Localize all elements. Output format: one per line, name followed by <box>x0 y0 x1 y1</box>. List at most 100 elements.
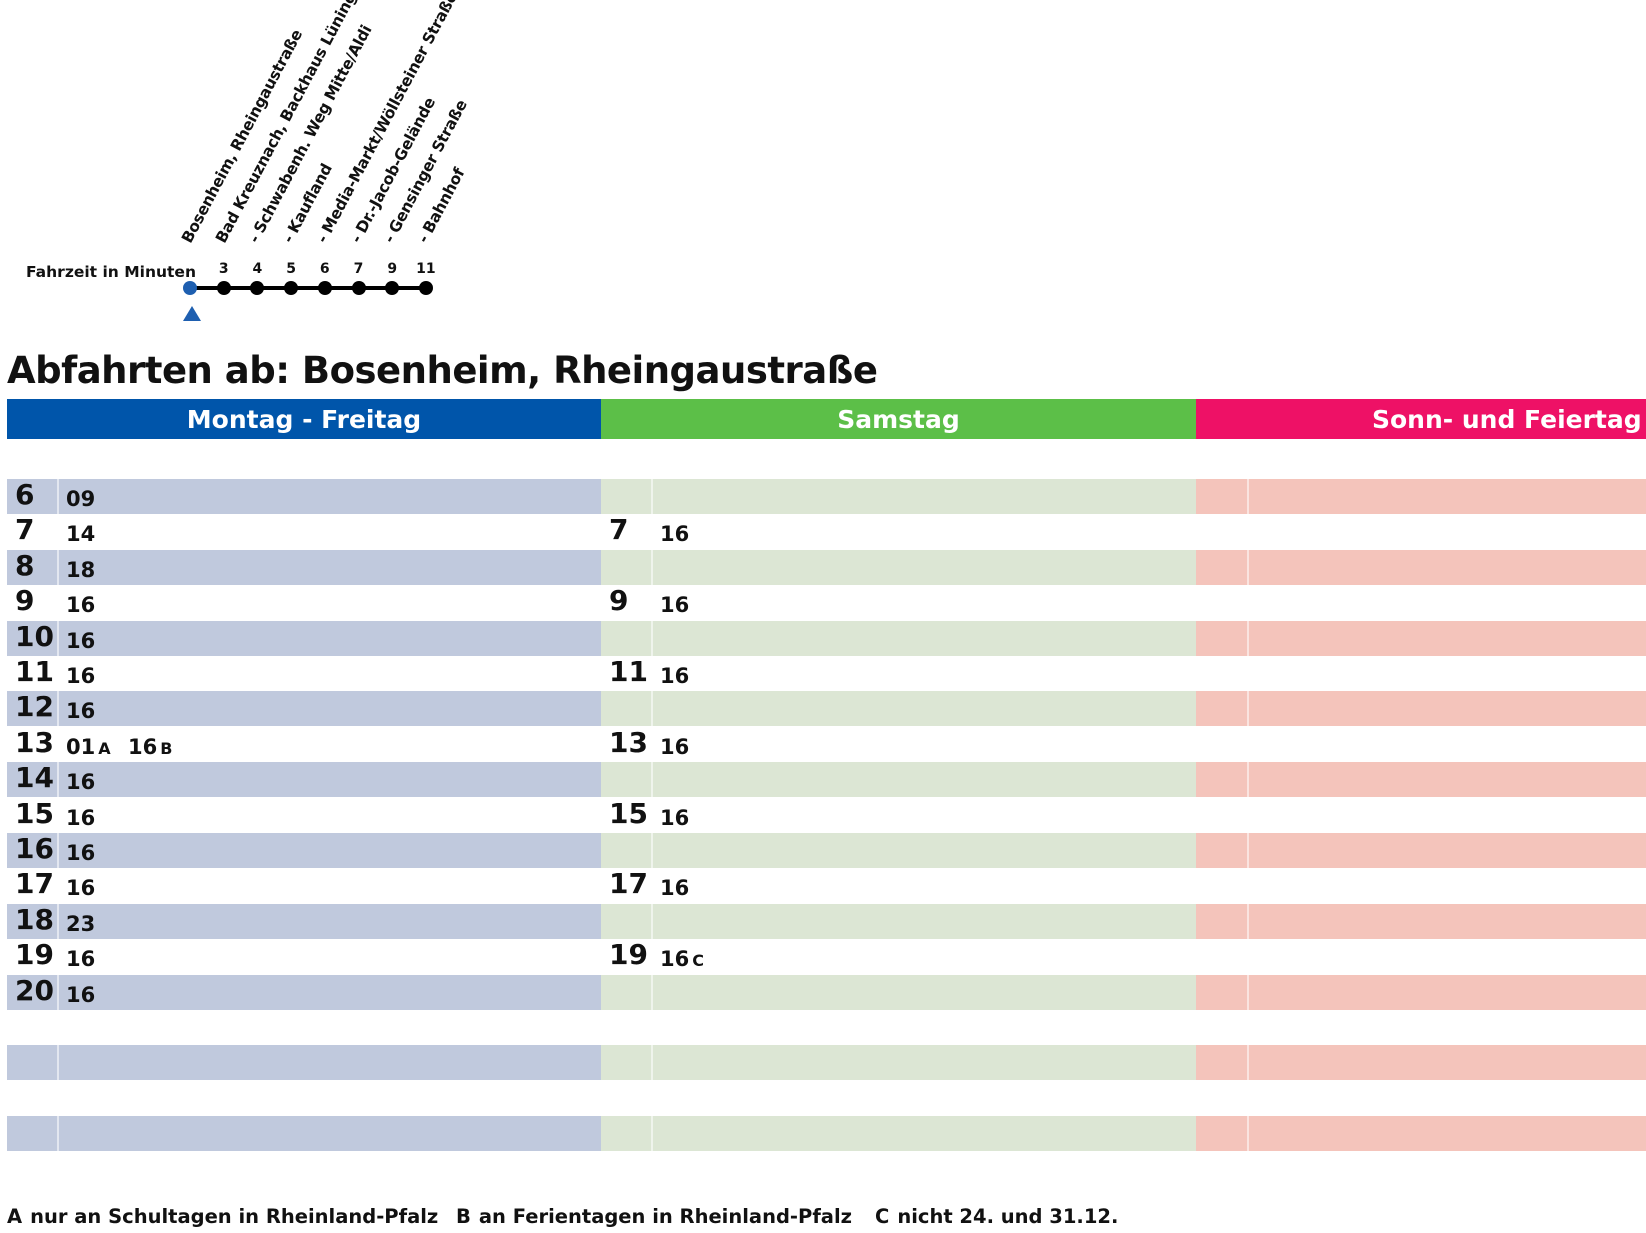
hour-label: 10 <box>15 619 54 653</box>
departure-minute: 16 B <box>128 735 172 761</box>
stop-minutes: 4 <box>252 261 263 277</box>
row-band <box>1196 762 1646 798</box>
footnote-text: an Ferientagen in Rheinland-Pfalz <box>478 1205 852 1228</box>
stop-dot-icon <box>216 281 231 295</box>
minute-value: 16 <box>66 947 96 972</box>
hour-label: 9 <box>609 584 629 618</box>
hour-label: 9 <box>15 584 35 618</box>
row-band <box>1196 1045 1646 1081</box>
hour-label: 19 <box>15 938 54 972</box>
row-band <box>7 479 601 514</box>
footnote-key: A <box>7 1205 23 1228</box>
row-band <box>1196 479 1646 514</box>
row-band <box>7 691 601 727</box>
departure-minute: 16 <box>66 841 95 865</box>
row-band <box>601 762 1196 798</box>
hour-label: 6 <box>15 478 35 511</box>
minute-value: 16 <box>66 841 96 865</box>
hour-label: 11 <box>609 655 648 688</box>
minute-value: 16 <box>660 522 690 547</box>
footnote-key: C <box>875 1205 890 1228</box>
row-band <box>1196 903 1646 939</box>
hour-label: 8 <box>15 548 35 582</box>
stop-dot-icon <box>250 281 265 295</box>
hour-label: 13 <box>609 725 648 759</box>
hour-label: 11 <box>15 655 54 688</box>
row-band <box>1196 549 1646 585</box>
start-stop-marker-icon <box>183 306 201 321</box>
hour-label: 20 <box>15 973 54 1007</box>
departure-note: C <box>692 951 704 971</box>
departure-minute: 16 <box>66 629 95 653</box>
departure-minute: 16 <box>66 983 95 1007</box>
minute-value: 16 <box>66 593 96 618</box>
row-band <box>601 903 1196 939</box>
departure-minute: 18 <box>66 558 95 582</box>
hour-label: 7 <box>15 513 35 547</box>
weekday-header: Montag - Freitag <box>7 399 601 439</box>
minute-value: 16 <box>660 876 690 901</box>
hour-label: 16 <box>15 832 54 865</box>
start-stop-dot-icon <box>183 281 197 295</box>
row-band <box>7 620 601 656</box>
departure-minute: 16 <box>660 806 689 830</box>
footnote-text: nicht 24. und 31.12. <box>897 1205 1119 1228</box>
minute-value: 23 <box>66 911 96 936</box>
row-band <box>601 691 1196 727</box>
departure-minute: 14 <box>66 522 95 546</box>
departure-minute: 16 <box>660 522 689 546</box>
row-band <box>7 549 601 585</box>
departure-minute: 16 <box>66 664 95 688</box>
hour-label: 17 <box>15 867 54 901</box>
hour-label: 15 <box>609 796 648 830</box>
stop-dot-icon <box>317 281 332 295</box>
stop-dot-icon <box>351 281 366 295</box>
hour-label: 17 <box>609 867 648 901</box>
row-band <box>7 974 601 1010</box>
departure-minute: 16 <box>66 699 95 723</box>
departure-minute: 23 <box>66 912 95 936</box>
departure-minute: 16 <box>66 593 95 617</box>
hour-label: 13 <box>15 725 54 759</box>
sunday-header: Sonn- und Feiertag <box>1196 399 1646 439</box>
row-band <box>7 833 601 868</box>
hour-label: 12 <box>15 690 54 724</box>
minute-value: 18 <box>66 557 96 582</box>
hour-label: 14 <box>15 761 54 795</box>
route-diagram: Fahrzeit in Minuten Bosenheim, Rheingaus… <box>0 0 520 325</box>
row-band <box>601 549 1196 585</box>
minute-value: 09 <box>66 487 96 511</box>
hour-label: 18 <box>15 902 54 936</box>
minute-value: 14 <box>66 522 96 547</box>
stop-dot-icon <box>418 281 433 295</box>
travel-time-label: Fahrzeit in Minuten <box>26 263 196 281</box>
column-separator <box>651 479 653 1152</box>
row-band <box>7 762 601 798</box>
row-band <box>601 1045 1196 1081</box>
row-band <box>1196 833 1646 868</box>
minute-value: 16 <box>660 947 690 972</box>
minute-value: 16 <box>660 805 690 830</box>
stop-minutes: 9 <box>387 261 398 277</box>
stop-minutes: 11 <box>416 261 436 277</box>
route-line <box>190 286 426 290</box>
stop-minutes: 5 <box>286 261 296 277</box>
row-band <box>7 903 601 939</box>
departure-note: A <box>98 738 111 758</box>
row-band <box>1196 691 1646 727</box>
row-band <box>7 1116 601 1152</box>
minute-value: 16 <box>66 770 96 795</box>
departure-minute: 16 <box>66 947 95 971</box>
departure-minute: 16 <box>660 735 689 759</box>
row-band <box>1196 1116 1646 1152</box>
departure-minute: 16 <box>66 806 95 830</box>
footnote-text: nur an Schultagen in Rheinland-Pfalz <box>30 1205 439 1228</box>
column-separator <box>1247 479 1249 1152</box>
departure-minute: 01 A <box>66 735 111 761</box>
column-separator <box>57 479 59 1152</box>
departure-note: B <box>160 738 173 758</box>
minute-value: 16 <box>66 699 96 724</box>
